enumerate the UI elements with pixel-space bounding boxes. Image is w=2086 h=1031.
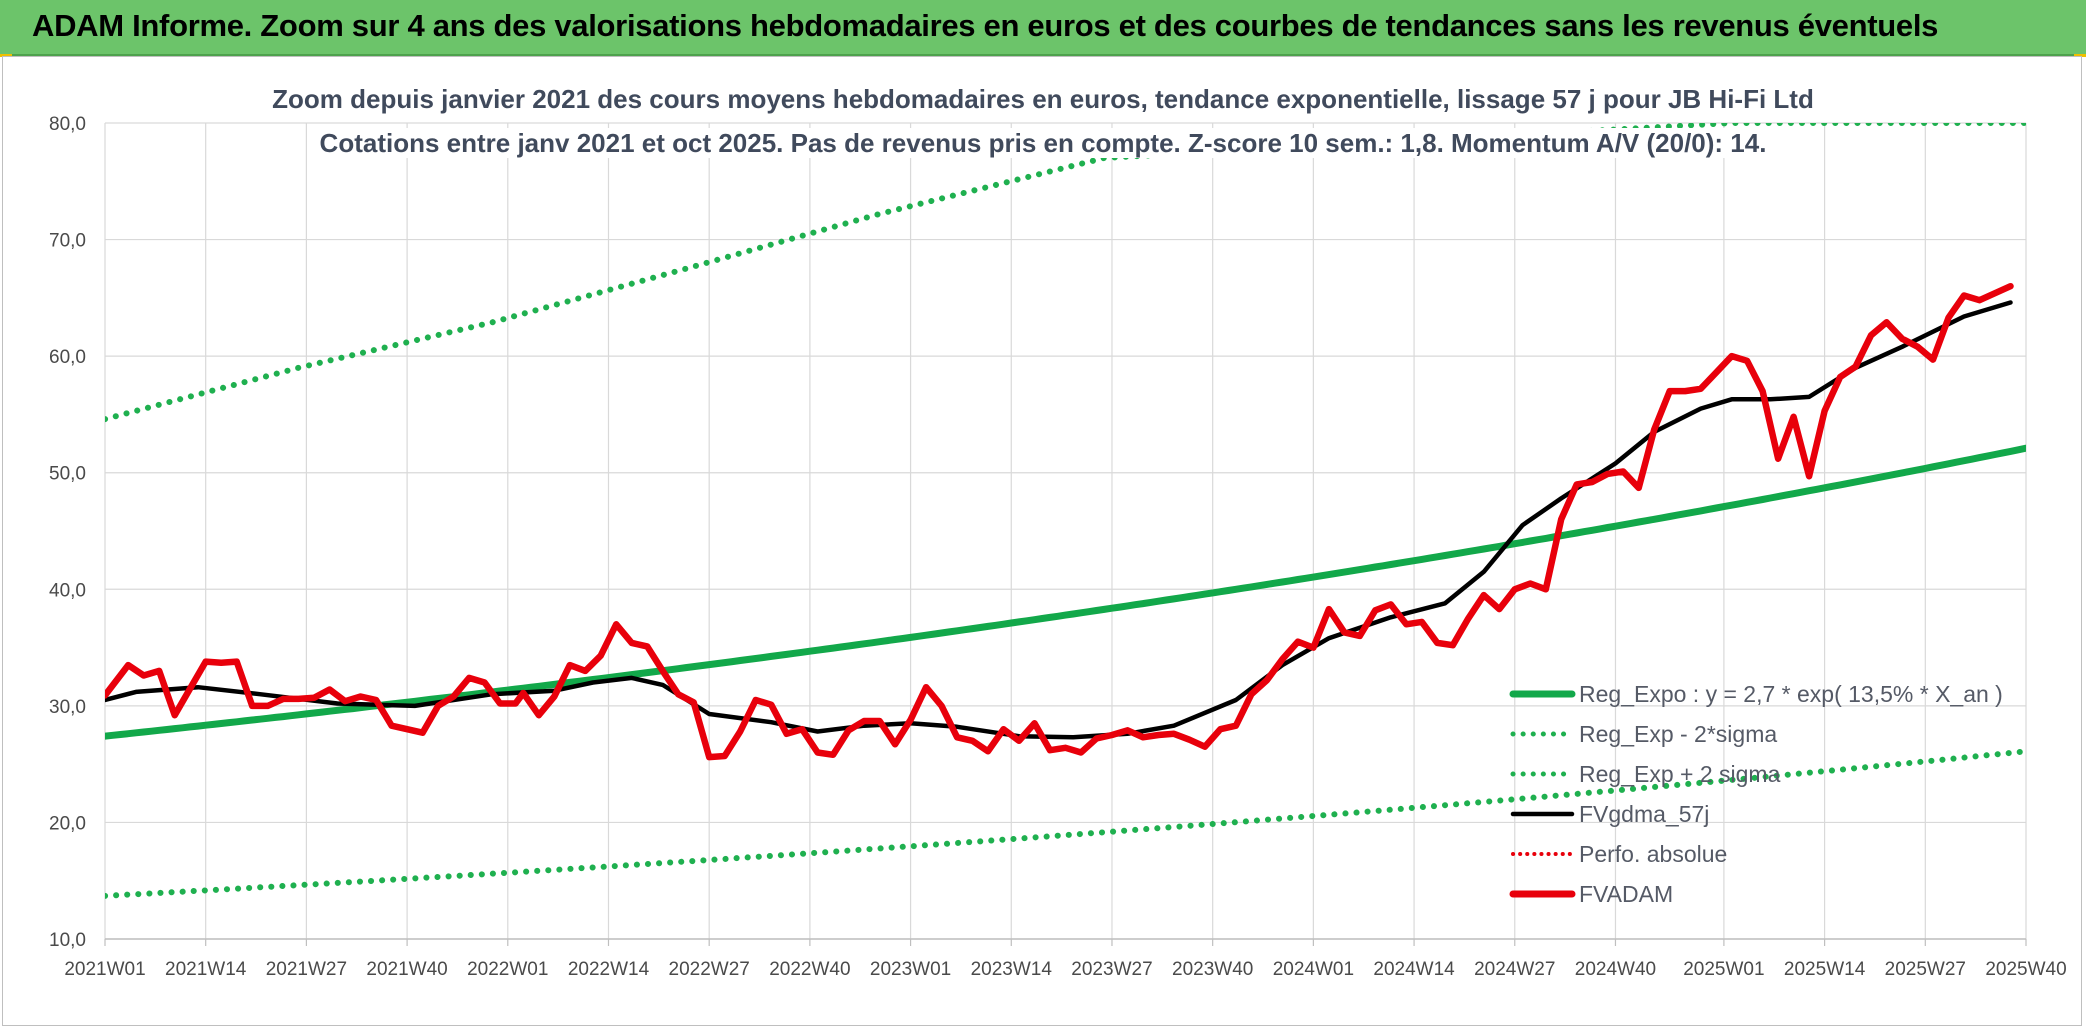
x-tick-label: 2023W40 [1172,959,1253,980]
legend: Reg_Expo : y = 2,7 * exp( 13,5% * X_an )… [1509,681,2003,907]
chart-subtitle-1: Zoom depuis janvier 2021 des cours moyen… [0,84,2086,115]
x-tick-label: 2025W01 [1683,959,1764,980]
y-tick-label: 80,0 [49,114,86,135]
x-tick-label: 2025W27 [1885,959,1966,980]
x-tick-label: 2022W40 [769,959,850,980]
x-tick-label: 2022W27 [669,959,750,980]
x-tick-label: 2021W27 [266,959,347,980]
y-tick-label: 50,0 [49,464,86,485]
series-reg-expo [105,444,2026,740]
legend-label-price: FVADAM [1579,881,1673,907]
header-accent-left [0,54,12,57]
series-fvadam [105,282,2014,761]
series-reg-exp-plus-2sigma [105,123,2026,423]
x-tick-label: 2024W01 [1273,959,1354,980]
x-tick-label: 2025W40 [1985,959,2066,980]
x-tick-label: 2025W14 [1784,959,1866,980]
y-tick-label: 20,0 [49,813,86,834]
legend-label-smooth: FVgdma_57j [1579,801,1709,827]
series-reg-exp-minus-2sigma [105,748,2026,899]
x-tick-label: 2021W14 [165,959,247,980]
x-tick-label: 2022W01 [467,959,548,980]
gridlines [104,122,2027,940]
legend-label-trend: Reg_Expo : y = 2,7 * exp( 13,5% * X_an ) [1579,681,2003,707]
chart-subtitle-2: Cotations entre janv 2021 et oct 2025. P… [0,128,2086,159]
report-header: ADAM Informe. Zoom sur 4 ans des valoris… [0,0,2086,56]
y-axis: 10,0 20,0 30,0 40,0 50,0 60,0 70,0 80,0 [49,114,86,951]
x-axis: 2021W01 2021W14 2021W27 2021W40 2022W01 2022W… [64,938,2067,980]
x-tick-label: 2023W01 [870,959,951,980]
x-tick-label: 2021W01 [64,959,145,980]
x-tick-label: 2022W14 [568,959,650,980]
y-tick-label: 30,0 [49,697,86,718]
x-tick-label: 2024W40 [1575,959,1656,980]
report-title: ADAM Informe. Zoom sur 4 ans des valoris… [32,8,1939,43]
y-tick-label: 40,0 [49,580,86,601]
header-accent-right [2074,54,2086,57]
legend-label-perf: Perfo. absolue [1579,841,1727,867]
x-tick-label: 2021W40 [366,959,447,980]
y-tick-label: 60,0 [49,347,86,368]
x-tick-label: 2024W27 [1474,959,1555,980]
y-tick-label: 70,0 [49,231,86,252]
x-tick-label: 2023W14 [971,959,1053,980]
legend-label-lower: Reg_Exp - 2*sigma [1579,721,1777,747]
x-tick-label: 2024W14 [1373,959,1455,980]
x-tick-label: 2023W27 [1071,959,1152,980]
chart-frame [2,56,2082,1026]
series-layer [105,123,2026,899]
y-tick-label: 10,0 [49,930,86,951]
chart-subtitle-2-text: Cotations entre janv 2021 et oct 2025. P… [313,128,1773,158]
legend-label-upper: Reg_Exp + 2 sigma [1579,761,1781,787]
chart-subtitle-1-text: Zoom depuis janvier 2021 des cours moyen… [266,84,1820,114]
